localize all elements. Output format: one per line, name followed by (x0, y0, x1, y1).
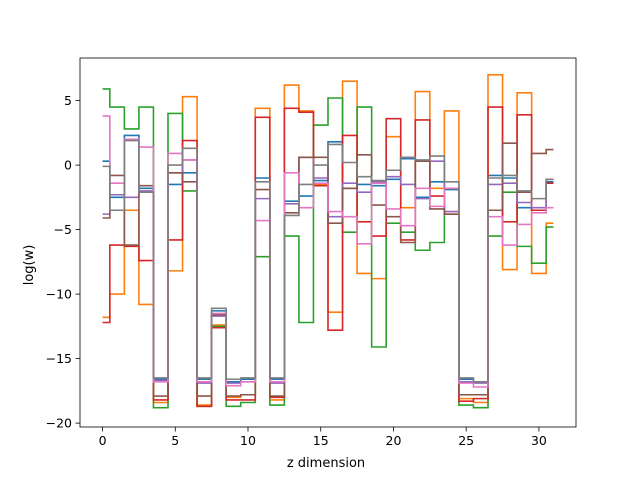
y-tick-label: 5 (64, 93, 72, 108)
series-line-3 (102, 88, 554, 409)
series-line-8 (102, 139, 554, 383)
x-tick-label: 0 (99, 433, 107, 448)
x-tick-label: 5 (171, 433, 179, 448)
x-tick-label: 10 (240, 433, 256, 448)
y-tick-label: −15 (46, 351, 72, 366)
series-line-4 (102, 106, 554, 408)
axes-layer: 0 5 10 15 20 25 30 −20 −15 −10 −5 0 5 (46, 57, 577, 448)
y-tick-label: −10 (46, 287, 72, 302)
series-line-7 (102, 115, 554, 388)
series-layer (102, 73, 554, 409)
plot-frame (79, 57, 577, 428)
y-tick-label: −5 (54, 222, 72, 237)
x-tick-label: 20 (386, 433, 402, 448)
y-tick-label: 0 (64, 158, 72, 173)
y-axis-label: log(w) (22, 245, 37, 286)
x-tick-label: 15 (313, 433, 329, 448)
x-axis-label: z dimension (287, 456, 365, 471)
x-tick-label: 25 (458, 433, 474, 448)
x-tick-label: 30 (531, 433, 547, 448)
y-tick-label: −20 (46, 416, 72, 431)
